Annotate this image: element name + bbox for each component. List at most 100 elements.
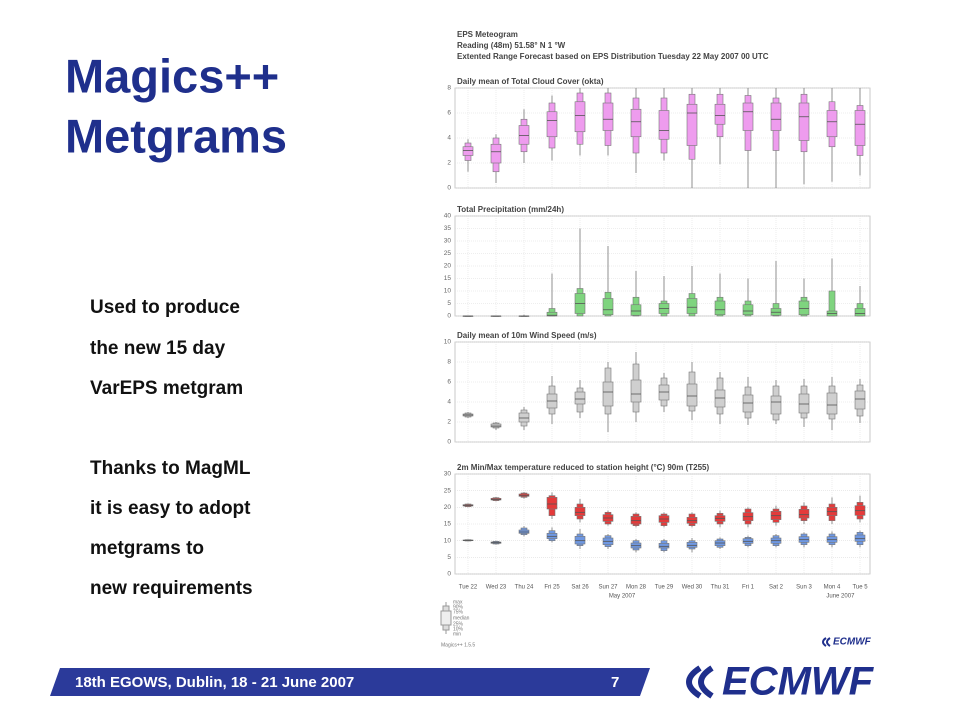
legend-label: min — [453, 631, 461, 637]
x-group-label: May 2007 — [609, 594, 636, 600]
box-inner — [742, 304, 754, 316]
box-inner — [770, 102, 782, 131]
y-tick-label: 5 — [447, 554, 451, 561]
box-inner — [574, 391, 586, 405]
box-inner — [546, 497, 558, 510]
box-inner — [686, 298, 698, 314]
footer-event: 18th EGOWS, Dublin, 18 - 21 June 2007 — [75, 674, 354, 691]
y-tick-label: 0 — [447, 313, 451, 320]
box-inner — [630, 379, 642, 403]
panel-title: Daily mean of Total Cloud Cover (okta) — [457, 77, 604, 86]
y-tick-label: 0 — [447, 439, 451, 446]
x-tick-label: Sat 26 — [571, 585, 589, 591]
panel-title: Daily mean of 10m Wind Speed (m/s) — [457, 331, 597, 340]
meteogram-heading: Reading (48m) 51.58° N 1 °W — [457, 41, 566, 50]
y-tick-label: 8 — [447, 85, 451, 92]
version: Magics++ 1.5.5 — [441, 642, 475, 648]
x-tick-label: Fri 25 — [544, 585, 560, 591]
y-tick-label: 10 — [444, 537, 452, 544]
y-tick-label: 40 — [444, 213, 452, 220]
y-tick-label: 15 — [444, 521, 452, 528]
body-line: Used to produce — [90, 297, 240, 318]
y-tick-label: 8 — [447, 359, 451, 366]
box-inner — [798, 300, 810, 316]
box-inner — [546, 111, 558, 138]
legend-label: max — [453, 599, 463, 605]
x-tick-label: Sat 2 — [769, 585, 784, 591]
meteogram-heading: EPS Meteogram — [457, 30, 518, 39]
box-inner — [742, 394, 754, 413]
box-inner — [630, 304, 642, 316]
logo-text: ECMWF — [722, 660, 875, 704]
legend-label: 10% — [453, 626, 464, 632]
box-inner — [658, 110, 670, 140]
meteogram-heading: Extented Range Forecast based on EPS Dis… — [457, 52, 769, 61]
footer-page: 7 — [611, 674, 619, 691]
body-line: the new 15 day — [90, 338, 226, 359]
y-tick-label: 5 — [447, 300, 451, 307]
x-tick-label: Tue 5 — [852, 585, 868, 591]
y-tick-label: 6 — [447, 110, 451, 117]
y-tick-label: 6 — [447, 379, 451, 386]
x-tick-label: Tue 29 — [655, 585, 674, 591]
box-inner — [854, 534, 866, 542]
y-tick-label: 10 — [444, 288, 452, 295]
box-inner — [826, 110, 838, 138]
box-inner — [602, 298, 614, 316]
box-inner — [714, 300, 726, 316]
box-inner — [658, 543, 670, 549]
y-tick-label: 25 — [444, 487, 452, 494]
logo-swirl — [686, 665, 714, 699]
box-legend: max 90% 75% median 25% 10% min Magics++ … — [440, 599, 475, 648]
box-inner — [462, 146, 474, 156]
y-tick-label: 4 — [447, 135, 451, 142]
box-inner — [826, 392, 838, 415]
box-inner — [770, 395, 782, 415]
panel-title: 2m Min/Max temperature reduced to statio… — [457, 463, 709, 472]
box-inner — [574, 101, 586, 133]
y-tick-label: 2 — [447, 419, 451, 426]
y-tick-label: 30 — [444, 471, 452, 478]
box-inner — [798, 102, 810, 141]
body-line: VarEPS metgram — [90, 378, 243, 399]
x-tick-label: Tue 22 — [459, 585, 478, 591]
box-inner — [854, 110, 866, 146]
x-group-label: June 2007 — [826, 594, 855, 600]
body-line: it is easy to adopt — [90, 498, 251, 519]
y-tick-label: 30 — [444, 238, 452, 245]
x-tick-label: Thu 31 — [711, 585, 730, 591]
title-line: Magics++ — [65, 49, 279, 102]
logo-swirl — [822, 637, 831, 647]
legend-label: 90% — [453, 604, 464, 610]
box-inner — [490, 423, 502, 428]
title-line: Metgrams — [65, 109, 287, 162]
plot-frame — [454, 341, 871, 443]
x-tick-label: Sun 3 — [796, 585, 812, 591]
y-tick-label: 20 — [444, 263, 452, 270]
x-tick-label: Sun 27 — [598, 585, 618, 591]
body-line: metgrams to — [90, 538, 204, 559]
logo-text: ECMWF — [833, 637, 872, 648]
box-inner — [742, 102, 754, 131]
box-inner — [714, 103, 726, 125]
y-tick-label: 35 — [444, 225, 452, 232]
box-inner — [574, 536, 586, 545]
box-inner — [574, 507, 586, 516]
x-tick-label: Wed 30 — [682, 585, 703, 591]
box-inner — [630, 108, 642, 138]
box-inner — [686, 542, 698, 548]
box-inner — [686, 383, 698, 407]
box-inner — [518, 412, 530, 423]
body-line: new requirements — [90, 578, 253, 599]
box-inner — [518, 125, 530, 145]
box-inner — [602, 381, 614, 407]
box-inner — [490, 143, 502, 164]
legend-box — [440, 610, 452, 626]
box-inner — [798, 393, 810, 414]
box-inner — [546, 311, 558, 317]
box-inner — [798, 509, 810, 519]
box-inner — [854, 308, 866, 317]
box-inner — [630, 516, 642, 525]
